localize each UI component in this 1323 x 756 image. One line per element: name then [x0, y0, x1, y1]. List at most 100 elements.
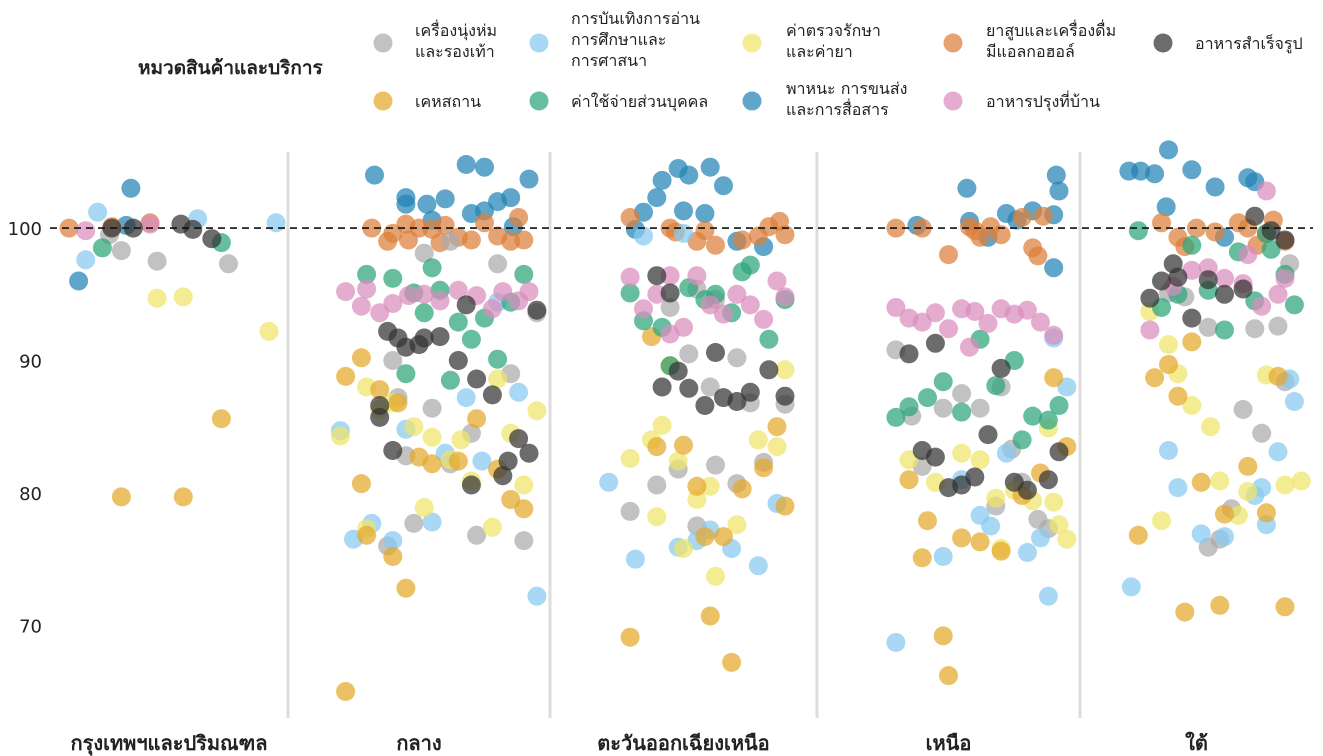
data-point-medical: [414, 498, 434, 517]
data-point-clothing: [700, 377, 720, 397]
data-point-medical: [1057, 529, 1077, 549]
data-point-clothing: [414, 243, 434, 263]
data-point-entertainment: [527, 586, 547, 606]
data-point-home-food: [519, 282, 539, 302]
data-point-fuel: [933, 626, 953, 646]
data-point-fuel: [1175, 602, 1195, 622]
data-point-tobacco: [939, 245, 958, 265]
data-point-prepared-food: [695, 396, 715, 415]
legend-label-medical: ค่าตรวจรักษาและค่ายา: [786, 21, 881, 61]
data-point-home-food: [383, 294, 403, 313]
data-point-transport: [700, 157, 720, 177]
legend-label-entertainment: การบันเทิงการอ่านการศึกษาและการศาสนา: [571, 9, 700, 70]
data-point-personal: [440, 370, 460, 390]
data-point-tobacco: [509, 208, 529, 227]
data-point-prepared-food: [498, 451, 518, 471]
data-point-tobacco: [399, 230, 418, 250]
data-point-personal: [461, 329, 481, 349]
category-label: ตะวันออกเฉียงเหนือ: [597, 731, 769, 755]
points-layer: [59, 140, 1311, 701]
data-point-medical: [330, 426, 350, 446]
data-point-tobacco: [378, 231, 398, 251]
data-point-prepared-food: [1017, 480, 1037, 500]
data-point-personal: [986, 376, 1006, 396]
data-point-fuel: [1168, 386, 1188, 406]
data-point-fuel: [754, 458, 774, 478]
data-point-transport: [695, 204, 715, 223]
data-point-entertainment: [674, 223, 693, 243]
data-point-fuel: [1159, 355, 1178, 374]
data-point-entertainment: [1017, 543, 1037, 562]
data-point-fuel: [952, 528, 972, 548]
y-tick-label: 100: [8, 219, 42, 240]
legend-label-fuel: เคหสถาน: [415, 92, 481, 111]
data-point-clothing: [404, 513, 424, 533]
data-point-home-food: [634, 299, 653, 319]
data-point-transport: [396, 194, 416, 214]
legend-label-line: ค่าตรวจรักษา: [786, 21, 881, 40]
data-point-prepared-food: [1261, 221, 1281, 241]
data-point-fuel: [918, 511, 937, 531]
data-point-transport: [1159, 140, 1178, 160]
data-point-transport: [121, 178, 141, 198]
data-point-home-food: [939, 319, 958, 339]
data-point-home-food: [430, 291, 450, 311]
data-point-home-food: [620, 267, 640, 287]
data-point-clothing: [933, 398, 953, 418]
data-point-tobacco: [775, 225, 795, 245]
data-point-transport: [365, 165, 384, 185]
data-point-fuel: [388, 393, 408, 413]
data-point-entertainment: [422, 512, 442, 532]
data-point-medical: [748, 430, 768, 450]
data-point-entertainment: [886, 633, 906, 652]
data-point-clothing: [727, 348, 747, 368]
data-point-clothing: [952, 384, 972, 404]
category-label: กลาง: [396, 731, 441, 755]
legend-label-line: และการสื่อสาร: [786, 98, 889, 119]
data-point-clothing: [660, 298, 680, 317]
data-point-fuel: [647, 437, 667, 457]
legend-label-line: มีแอลกอฮอล์: [986, 42, 1075, 61]
data-point-prepared-food: [1182, 308, 1202, 328]
legend-swatch-transport: [742, 91, 762, 111]
data-point-prepared-food: [1168, 267, 1188, 287]
data-point-tobacco: [620, 208, 640, 227]
data-point-medical: [952, 443, 972, 463]
data-point-clothing: [1233, 400, 1253, 419]
data-point-prepared-food: [509, 429, 529, 449]
data-point-home-food: [399, 286, 418, 306]
data-point-tobacco: [461, 230, 481, 250]
data-point-prepared-food: [1215, 284, 1234, 304]
data-point-tobacco: [475, 213, 494, 233]
data-point-fuel: [1145, 368, 1165, 388]
data-point-tobacco: [1152, 213, 1171, 233]
data-point-prepared-food: [383, 441, 403, 460]
data-point-prepared-food: [1152, 271, 1171, 291]
legend-label-prepared-food: อาหารสำเร็จรูป: [1195, 33, 1303, 54]
data-point-fuel: [211, 409, 231, 429]
data-point-clothing: [147, 251, 167, 271]
data-point-transport: [501, 188, 521, 208]
data-point-clothing: [647, 475, 667, 495]
data-point-home-food: [140, 214, 160, 234]
data-point-prepared-food: [652, 377, 672, 397]
data-point-medical: [970, 450, 990, 470]
data-point-entertainment: [933, 547, 953, 566]
data-point-fuel: [1044, 368, 1064, 388]
data-point-prepared-food: [679, 378, 699, 398]
data-point-home-food: [674, 317, 693, 337]
data-point-medical: [899, 450, 919, 470]
data-point-fuel: [674, 435, 693, 455]
data-point-prepared-food: [740, 382, 760, 402]
data-point-home-food: [912, 312, 932, 332]
data-point-entertainment: [383, 531, 403, 551]
data-point-personal: [732, 262, 752, 282]
data-point-clothing: [1252, 423, 1272, 443]
data-point-home-food: [493, 282, 513, 302]
data-point-entertainment: [625, 549, 645, 569]
data-point-medical: [1152, 511, 1171, 531]
data-point-medical: [1044, 492, 1064, 512]
data-point-personal: [383, 268, 403, 288]
data-point-transport: [475, 157, 494, 177]
data-point-personal: [759, 329, 779, 349]
